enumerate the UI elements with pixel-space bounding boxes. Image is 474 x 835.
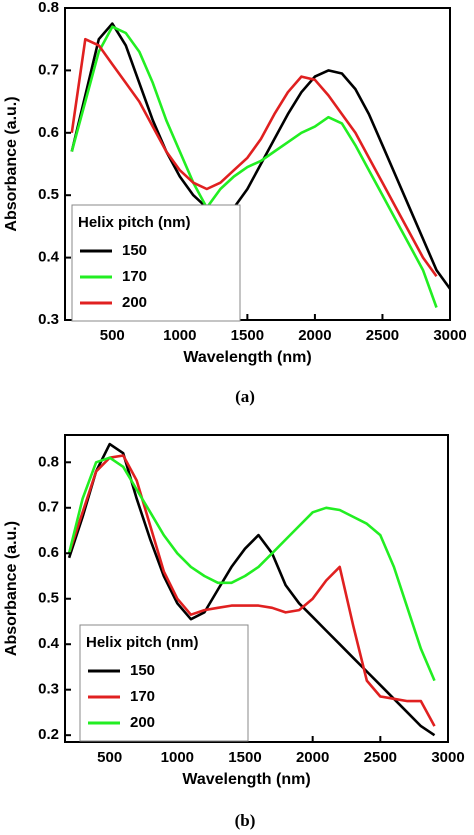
- y-tick-label: 0.8: [38, 0, 59, 16]
- x-tick-label: 3000: [433, 327, 466, 344]
- series-line: [67, 454, 436, 727]
- legend-label: 200: [130, 714, 155, 731]
- x-tick-label: 2000: [296, 749, 329, 766]
- x-tick-label: 3000: [431, 749, 464, 766]
- y-tick-label: 0.6: [38, 544, 59, 561]
- y-axis-title: Absorbance (a.u.): [3, 521, 20, 656]
- legend-label: 170: [130, 688, 155, 705]
- panel-caption: (a): [235, 387, 255, 406]
- y-tick-label: 0.6: [38, 124, 59, 141]
- y-tick-label: 0.2: [38, 726, 59, 743]
- x-tick-label: 1000: [161, 749, 194, 766]
- plot-frame: [64, 7, 451, 321]
- y-tick-label: 0.7: [38, 499, 59, 516]
- legend-label: 200: [122, 294, 147, 311]
- legend-title: Helix pitch (nm): [86, 634, 199, 651]
- series-line: [70, 25, 438, 308]
- x-tick-label: 1500: [228, 749, 261, 766]
- x-axis-title: Wavelength (nm): [182, 771, 310, 788]
- x-tick-label: 2500: [366, 327, 399, 344]
- x-tick-label: 500: [100, 327, 125, 344]
- legend-label: 170: [122, 268, 147, 285]
- x-axis-title: Wavelength (nm): [183, 349, 311, 366]
- legend-label: 150: [122, 242, 147, 259]
- legend-label: 150: [130, 662, 155, 679]
- y-tick-label: 0.8: [38, 453, 59, 470]
- y-tick-label: 0.4: [38, 249, 60, 266]
- y-tick-label: 0.7: [38, 61, 59, 78]
- series-line: [67, 456, 436, 682]
- y-tick-label: 0.4: [38, 635, 60, 652]
- y-tick-label: 0.3: [38, 311, 59, 328]
- y-tick-label: 0.3: [38, 681, 59, 698]
- x-tick-label: 1000: [163, 327, 196, 344]
- panel-caption: (b): [235, 811, 256, 830]
- plot-frame: [64, 434, 449, 743]
- x-tick-label: 2000: [298, 327, 331, 344]
- series-line: [70, 37, 438, 278]
- x-tick-label: 500: [97, 749, 122, 766]
- y-tick-label: 0.5: [38, 590, 59, 607]
- y-tick-label: 0.5: [38, 186, 59, 203]
- x-tick-label: 2500: [364, 749, 397, 766]
- y-axis-title: Absorbance (a.u.): [3, 96, 20, 231]
- series-line: [70, 22, 452, 290]
- x-tick-label: 1500: [231, 327, 264, 344]
- legend-title: Helix pitch (nm): [78, 214, 191, 231]
